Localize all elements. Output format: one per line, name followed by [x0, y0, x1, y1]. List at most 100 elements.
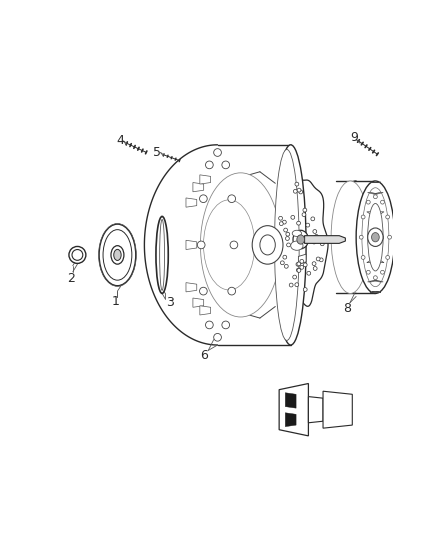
Ellipse shape — [99, 224, 136, 286]
Text: 8: 8 — [343, 302, 351, 316]
Polygon shape — [375, 212, 384, 214]
Ellipse shape — [228, 195, 236, 203]
Ellipse shape — [156, 216, 168, 294]
Text: 5: 5 — [153, 146, 162, 159]
Ellipse shape — [286, 243, 290, 247]
Ellipse shape — [381, 270, 385, 274]
Polygon shape — [285, 393, 296, 408]
Ellipse shape — [295, 182, 299, 186]
Ellipse shape — [367, 204, 383, 271]
Ellipse shape — [279, 222, 283, 225]
Ellipse shape — [319, 258, 323, 262]
Ellipse shape — [367, 270, 370, 274]
Ellipse shape — [198, 241, 205, 249]
Ellipse shape — [312, 240, 316, 244]
Polygon shape — [375, 261, 384, 263]
Ellipse shape — [303, 263, 307, 267]
Ellipse shape — [331, 181, 370, 294]
Ellipse shape — [303, 288, 307, 292]
Polygon shape — [285, 413, 296, 426]
Polygon shape — [367, 192, 378, 194]
Text: 1: 1 — [112, 295, 120, 308]
Polygon shape — [298, 254, 306, 264]
Text: 9: 9 — [351, 131, 359, 144]
Ellipse shape — [289, 283, 293, 287]
Ellipse shape — [291, 215, 295, 219]
Ellipse shape — [361, 215, 365, 219]
Ellipse shape — [283, 220, 286, 224]
Ellipse shape — [313, 266, 317, 270]
Ellipse shape — [299, 190, 303, 194]
Ellipse shape — [371, 232, 379, 242]
Polygon shape — [186, 240, 197, 249]
Polygon shape — [367, 261, 376, 263]
Ellipse shape — [286, 232, 290, 236]
Ellipse shape — [72, 249, 83, 260]
Ellipse shape — [306, 223, 310, 227]
Ellipse shape — [300, 265, 304, 269]
Ellipse shape — [214, 334, 221, 341]
Ellipse shape — [275, 149, 299, 341]
Polygon shape — [193, 182, 204, 192]
Ellipse shape — [303, 208, 307, 212]
Ellipse shape — [295, 283, 299, 287]
Ellipse shape — [292, 230, 301, 237]
Ellipse shape — [276, 145, 306, 345]
Ellipse shape — [111, 246, 124, 264]
Text: 7: 7 — [283, 312, 291, 325]
Ellipse shape — [302, 213, 306, 216]
Ellipse shape — [293, 230, 308, 249]
Ellipse shape — [228, 287, 236, 295]
Polygon shape — [367, 280, 378, 282]
Ellipse shape — [204, 200, 255, 290]
Ellipse shape — [361, 255, 365, 260]
Text: 2: 2 — [67, 271, 75, 285]
Ellipse shape — [297, 268, 300, 272]
Ellipse shape — [307, 271, 311, 275]
Polygon shape — [186, 198, 197, 207]
Ellipse shape — [205, 321, 213, 329]
Ellipse shape — [252, 225, 283, 264]
Ellipse shape — [103, 230, 132, 280]
Ellipse shape — [222, 321, 230, 329]
Polygon shape — [367, 212, 376, 214]
Ellipse shape — [222, 161, 230, 169]
Ellipse shape — [284, 264, 288, 268]
Ellipse shape — [314, 235, 318, 238]
Polygon shape — [304, 236, 346, 244]
Ellipse shape — [230, 241, 238, 249]
Ellipse shape — [283, 255, 287, 259]
Ellipse shape — [311, 217, 315, 221]
Text: 3: 3 — [166, 296, 174, 309]
Ellipse shape — [114, 249, 121, 261]
Ellipse shape — [284, 228, 288, 232]
Ellipse shape — [313, 230, 317, 233]
Ellipse shape — [297, 269, 301, 272]
Polygon shape — [377, 236, 383, 238]
Ellipse shape — [374, 276, 377, 280]
Ellipse shape — [297, 235, 304, 244]
Polygon shape — [373, 192, 383, 194]
Ellipse shape — [381, 200, 385, 204]
Text: 6: 6 — [200, 349, 208, 361]
Polygon shape — [193, 298, 204, 308]
Ellipse shape — [296, 262, 300, 266]
Ellipse shape — [293, 275, 297, 279]
Ellipse shape — [297, 262, 301, 266]
Ellipse shape — [356, 181, 395, 294]
Ellipse shape — [297, 221, 300, 225]
Ellipse shape — [386, 255, 389, 260]
Ellipse shape — [367, 228, 383, 246]
Polygon shape — [373, 280, 383, 282]
Ellipse shape — [359, 235, 363, 239]
Ellipse shape — [200, 195, 207, 203]
Ellipse shape — [297, 188, 301, 192]
Polygon shape — [200, 175, 211, 184]
Ellipse shape — [374, 195, 377, 199]
Ellipse shape — [205, 161, 213, 169]
Polygon shape — [279, 384, 308, 436]
Ellipse shape — [69, 246, 86, 263]
Ellipse shape — [316, 257, 320, 261]
Polygon shape — [323, 391, 352, 428]
Ellipse shape — [214, 149, 221, 156]
